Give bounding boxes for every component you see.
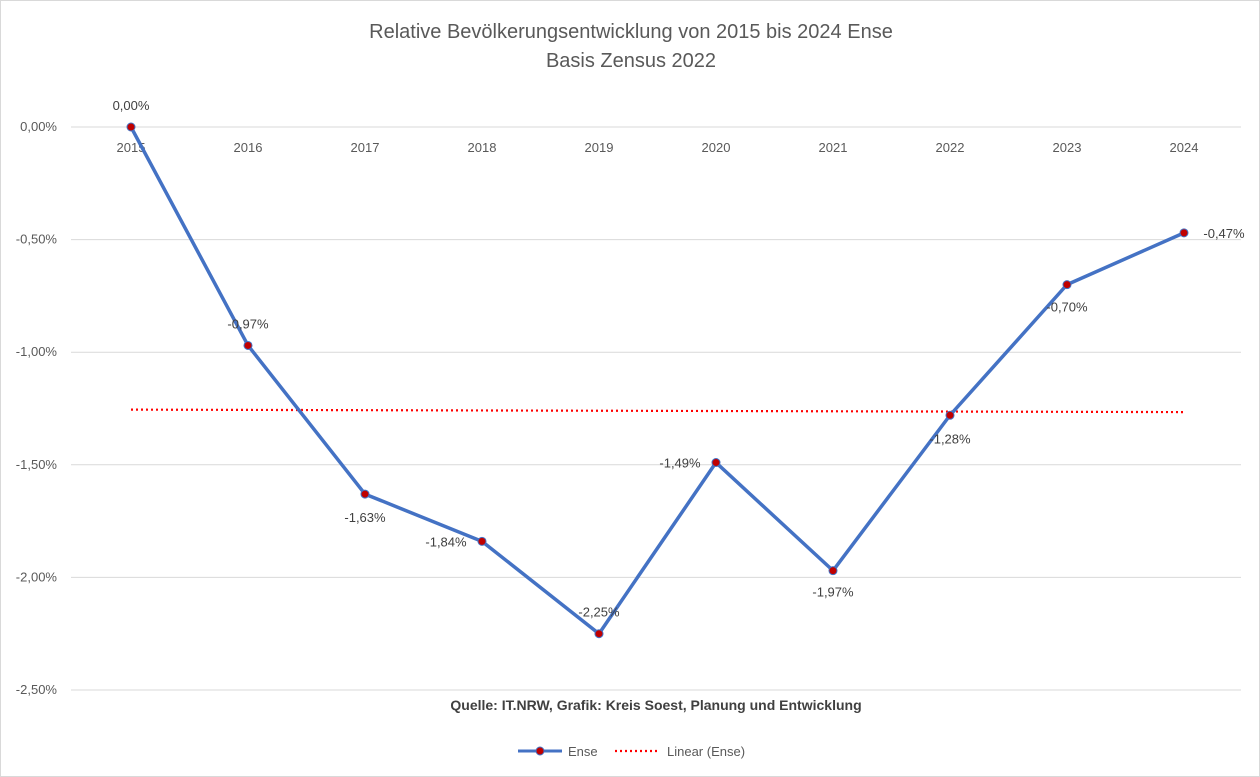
x-tick-label: 2022: [936, 140, 965, 155]
data-point: [828, 566, 838, 576]
data-point: [477, 536, 487, 546]
legend-trend-label: Linear (Ense): [667, 744, 745, 759]
data-label: -1,49%: [659, 456, 701, 471]
y-axis: 0,00% -0,50% -1,00% -1,50% -2,00% -2,50%: [16, 119, 58, 697]
x-tick-label: 2021: [819, 140, 848, 155]
x-tick-label: 2019: [585, 140, 614, 155]
series-group: [126, 122, 1189, 639]
series-line-ense: [129, 126, 1185, 636]
x-tick-label: 2017: [351, 140, 380, 155]
x-axis: 2015 2016 2017 2018 2019 2020 2021 2022 2023 2024: [117, 140, 1199, 155]
data-point: [243, 340, 253, 350]
data-point: [126, 122, 136, 132]
data-label: -2,25%: [578, 605, 620, 620]
x-tick-label: 2020: [702, 140, 731, 155]
y-tick-label: -1,50%: [16, 457, 58, 472]
data-label: -1,63%: [344, 510, 386, 525]
data-label: -1,97%: [812, 585, 854, 600]
x-tick-label: 2024: [1170, 140, 1199, 155]
data-point: [1179, 228, 1189, 238]
trendline: [130, 408, 1185, 414]
data-point: [945, 410, 955, 420]
y-tick-label: -2,50%: [16, 682, 58, 697]
source-note: Quelle: IT.NRW, Grafik: Kreis Soest, Pla…: [450, 697, 861, 713]
legend-ense-label: Ense: [568, 744, 598, 759]
legend-ense-marker: [535, 746, 545, 756]
data-label: -0,47%: [1203, 226, 1245, 241]
data-point: [711, 458, 721, 468]
data-label: -1,84%: [425, 534, 467, 549]
data-label: -1,28%: [929, 431, 971, 446]
data-label: -0,70%: [1046, 300, 1088, 315]
data-point: [594, 629, 604, 639]
data-label: -0,97%: [227, 316, 269, 331]
y-tick-label: -2,00%: [16, 569, 58, 584]
chart-subtitle: Basis Zensus 2022: [546, 50, 716, 72]
legend: Ense Linear (Ense): [518, 744, 745, 759]
data-labels: 0,00% -0,97% -1,63% -1,84% -2,25% -1,49% -1,97…: [113, 98, 1245, 620]
data-point: [1062, 280, 1072, 290]
data-label: 0,00%: [113, 98, 150, 113]
data-point: [360, 489, 370, 499]
x-tick-label: 2023: [1053, 140, 1082, 155]
trendline-group: [130, 408, 1185, 414]
y-tick-label: 0,00%: [20, 119, 57, 134]
chart-title: Relative Bevölkerungsentwicklung von 201…: [369, 21, 893, 43]
x-tick-label: 2018: [468, 140, 497, 155]
y-tick-label: -1,00%: [16, 344, 58, 359]
y-tick-label: -0,50%: [16, 232, 58, 247]
x-tick-label: 2016: [234, 140, 263, 155]
gridlines: [71, 126, 1241, 691]
